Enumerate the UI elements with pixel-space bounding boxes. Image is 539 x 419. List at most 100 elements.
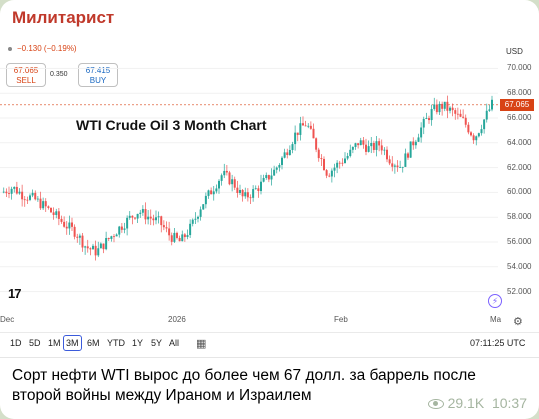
candle xyxy=(191,218,194,227)
candle xyxy=(89,247,92,256)
candle xyxy=(249,194,252,204)
candle xyxy=(262,174,265,183)
candle xyxy=(149,209,152,226)
price-chart xyxy=(0,67,498,293)
candle xyxy=(97,241,100,258)
candle xyxy=(409,141,412,158)
last-price-label: 67.065 xyxy=(500,99,534,111)
timeframe-1d[interactable]: 1D xyxy=(10,338,22,348)
candle xyxy=(202,204,205,210)
candle xyxy=(141,205,144,216)
candle xyxy=(325,169,328,179)
timeframe-5d[interactable]: 5D xyxy=(29,338,41,348)
candle xyxy=(354,142,357,150)
candle xyxy=(107,237,110,242)
candle xyxy=(407,152,409,160)
view-count: 29.1K xyxy=(447,395,485,411)
candle xyxy=(47,205,50,210)
candle xyxy=(152,214,155,226)
timeframe-1y[interactable]: 1Y xyxy=(132,338,144,348)
buy-button[interactable]: 67.415 BUY xyxy=(78,63,118,87)
candle xyxy=(443,101,446,112)
candle xyxy=(173,228,176,243)
candle xyxy=(157,211,160,224)
candle xyxy=(102,243,105,254)
candle xyxy=(225,164,228,176)
candle xyxy=(475,135,478,146)
candle xyxy=(456,107,459,120)
candle xyxy=(435,99,438,115)
candle xyxy=(470,131,472,137)
y-tick-label: 62.000 xyxy=(507,162,532,172)
timeframe-3m[interactable]: 3M xyxy=(63,335,82,351)
candle xyxy=(472,133,475,144)
candle xyxy=(307,123,310,129)
candle xyxy=(55,208,58,219)
candle xyxy=(485,103,488,123)
candle xyxy=(244,187,247,199)
buy-label: BUY xyxy=(89,76,107,85)
lightning-icon[interactable]: ⚡ xyxy=(488,294,502,308)
currency-label: USD xyxy=(506,47,523,56)
candle xyxy=(370,137,373,154)
candle xyxy=(94,240,97,261)
y-tick-label: 54.000 xyxy=(507,261,532,271)
candle xyxy=(147,209,150,225)
candle xyxy=(42,197,45,211)
candle xyxy=(57,208,60,226)
candle xyxy=(218,179,220,194)
candle xyxy=(139,209,142,218)
candle xyxy=(357,143,360,149)
candle xyxy=(449,106,451,114)
candle xyxy=(118,225,121,238)
candle xyxy=(359,137,362,146)
candle xyxy=(422,116,425,135)
candle xyxy=(330,168,333,183)
timeframe-1m[interactable]: 1M xyxy=(48,338,61,348)
candle xyxy=(128,211,131,220)
chart-image[interactable]: −0.130 (−0.19%) 67.065 SELL 0.350 67.415… xyxy=(0,36,539,358)
candle xyxy=(341,158,344,167)
candle xyxy=(396,160,399,172)
candle xyxy=(194,212,197,224)
candle xyxy=(346,152,349,161)
candle xyxy=(63,216,66,228)
candle xyxy=(299,116,302,141)
candle xyxy=(336,160,339,174)
candle xyxy=(430,104,433,126)
candle xyxy=(210,187,213,195)
candle xyxy=(344,152,346,164)
candle xyxy=(110,235,113,242)
candle xyxy=(462,109,465,119)
message-time: 10:37 xyxy=(491,395,527,411)
message-meta: 29.1K 10:37 xyxy=(427,395,527,411)
candle xyxy=(252,185,255,202)
timeframe-5y[interactable]: 5Y xyxy=(151,338,163,348)
eye-icon xyxy=(427,399,444,410)
candle xyxy=(50,207,52,213)
candle xyxy=(86,239,89,253)
timeframe-ytd[interactable]: YTD xyxy=(107,338,125,348)
candle xyxy=(383,147,386,156)
sell-button[interactable]: 67.065 SELL xyxy=(6,63,46,87)
candle xyxy=(92,243,94,250)
candle xyxy=(291,141,294,154)
candle xyxy=(414,139,417,149)
calendar-icon[interactable]: ▦ xyxy=(196,338,207,350)
candle xyxy=(236,180,239,198)
candle xyxy=(76,233,79,243)
candle xyxy=(401,166,404,173)
candle xyxy=(207,189,210,199)
timeframe-all[interactable]: All xyxy=(169,338,180,348)
settings-icon[interactable]: ⚙ xyxy=(513,316,523,328)
candle xyxy=(186,229,189,240)
channel-name[interactable]: Милитарист xyxy=(12,8,115,27)
y-tick-label: 58.000 xyxy=(507,212,532,222)
y-tick-label: 56.000 xyxy=(507,237,532,246)
candle xyxy=(480,124,483,136)
candle xyxy=(113,234,115,243)
candle xyxy=(99,242,102,249)
timeframe-6m[interactable]: 6M xyxy=(87,338,100,348)
y-tick-label: 70.000 xyxy=(507,63,532,73)
